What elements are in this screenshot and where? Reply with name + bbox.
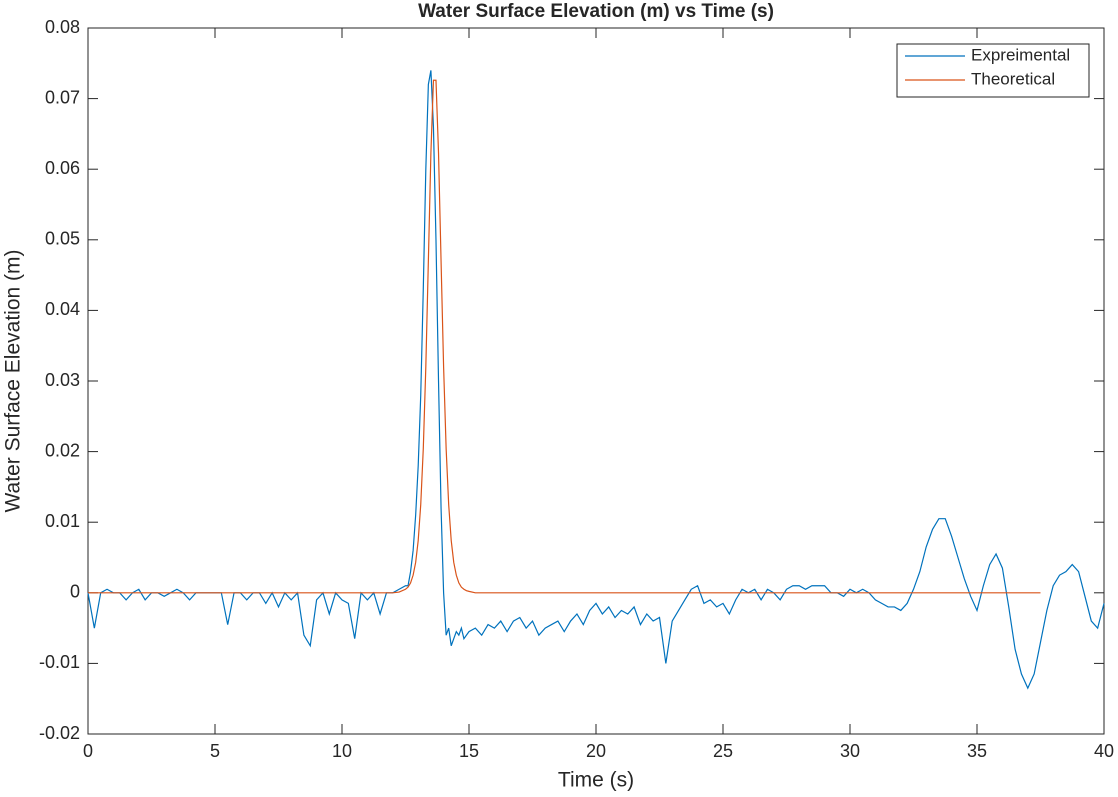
y-tick-label: 0.03 (45, 370, 80, 390)
x-tick-label: 35 (967, 741, 987, 761)
y-tick-label: 0.04 (45, 299, 80, 319)
y-tick-label: 0.05 (45, 229, 80, 249)
y-tick-label: 0.01 (45, 511, 80, 531)
x-tick-label: 15 (459, 741, 479, 761)
y-tick-label: 0.08 (45, 17, 80, 37)
legend-box (896, 43, 1090, 98)
y-tick-label: 0 (70, 582, 80, 602)
y-axis-label: Water Surface Elevation (m) (2, 250, 25, 513)
x-axis-label: Time (s) (558, 769, 634, 792)
y-tick-label: -0.02 (39, 723, 80, 743)
y-tick-label: 0.02 (45, 440, 80, 460)
x-tick-label: 25 (713, 741, 733, 761)
x-tick-label: 30 (840, 741, 860, 761)
y-tick-label: 0.06 (45, 158, 80, 178)
x-tick-label: 5 (210, 741, 220, 761)
data-line (87, 70, 1105, 690)
legend-label: Expreimental (971, 45, 1070, 64)
y-tick-label: 0.07 (45, 87, 80, 107)
y-tick-label: -0.01 (39, 652, 80, 672)
chart-title: Water Surface Elevation (m) vs Time (s) (418, 1, 774, 22)
x-tick-label: 40 (1094, 741, 1114, 761)
data-line (88, 79, 1041, 594)
x-tick-label: 20 (586, 741, 606, 761)
plot-area (87, 27, 1105, 735)
x-tick-label: 10 (332, 741, 352, 761)
legend-label: Theoretical (971, 69, 1055, 88)
x-tick-label: 0 (83, 741, 93, 761)
